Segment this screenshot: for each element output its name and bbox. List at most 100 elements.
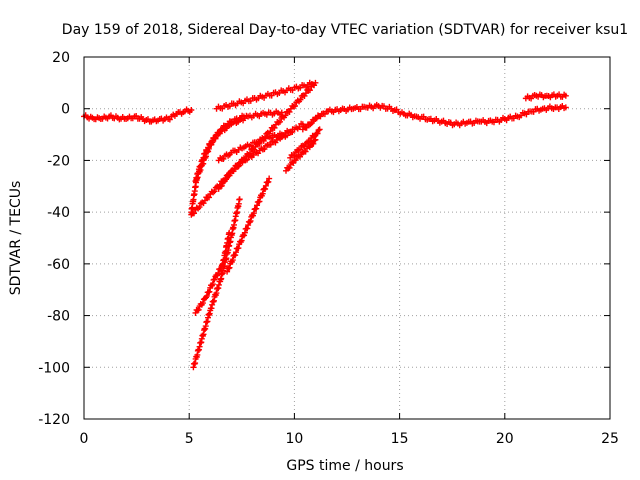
- data-point: [303, 124, 310, 131]
- y-axis-label: SDTVAR / TECUs: [8, 181, 24, 296]
- data-point: [222, 175, 229, 182]
- y-tick-label: -40: [47, 205, 70, 221]
- data-point: [225, 265, 232, 272]
- data-point: [304, 87, 311, 94]
- data-point: [207, 191, 214, 198]
- data-point: [315, 127, 322, 134]
- x-tick-label: 15: [391, 431, 409, 447]
- data-point: [265, 178, 272, 185]
- x-tick-label: 0: [80, 431, 89, 447]
- data-point: [206, 288, 213, 295]
- y-tick-label: -20: [47, 153, 70, 169]
- data-point: [316, 126, 323, 133]
- data-point: [291, 152, 298, 159]
- data-point: [250, 210, 257, 217]
- data-point: [314, 130, 321, 137]
- data-point: [226, 264, 233, 271]
- data-point: [310, 140, 317, 147]
- data-point: [217, 265, 224, 272]
- data-point: [278, 115, 285, 122]
- data-point: [253, 205, 260, 212]
- data-point: [212, 135, 219, 142]
- data-point: [244, 225, 251, 232]
- y-tick-label: -80: [47, 309, 70, 325]
- data-point: [241, 229, 248, 236]
- data-point: [284, 132, 291, 139]
- data-point: [254, 202, 261, 209]
- data-point: [218, 178, 225, 185]
- data-point: [230, 119, 237, 126]
- x-tick-label: 10: [285, 431, 303, 447]
- data-point: [263, 130, 270, 137]
- data-point: [188, 211, 195, 218]
- axis-ticks: 0 5 10 15 20 25 -120 -100 -80 -60 -40 -20 0 20: [38, 50, 619, 447]
- data-point: [233, 162, 240, 169]
- data-point: [197, 167, 204, 174]
- y-tick-label: -120: [38, 412, 70, 428]
- data-point: [312, 116, 319, 123]
- data-point: [211, 276, 218, 283]
- data-point: [227, 168, 234, 175]
- data-point: [235, 245, 242, 252]
- y-tick-label: 0: [61, 102, 70, 118]
- data-point: [261, 146, 268, 153]
- data-point: [242, 153, 249, 160]
- data-point: [267, 141, 274, 148]
- data-point: [257, 137, 264, 144]
- data-point: [209, 281, 216, 288]
- data-point: [195, 306, 202, 313]
- data-point: [212, 184, 219, 191]
- data-point: [220, 155, 227, 162]
- data-point: [194, 174, 201, 181]
- data-point: [192, 178, 199, 185]
- data-point: [205, 145, 212, 152]
- data-point: [256, 198, 263, 205]
- x-tick-label: 20: [496, 431, 514, 447]
- data-point: [268, 124, 275, 131]
- data-point: [203, 153, 210, 160]
- data-point: [259, 190, 266, 197]
- data-point: [302, 148, 309, 155]
- data-point: [203, 292, 210, 299]
- data-point: [192, 206, 199, 213]
- data-point: [166, 116, 173, 123]
- data-point: [266, 175, 273, 182]
- data-point: [188, 107, 195, 114]
- data-point: [248, 146, 255, 153]
- data-point: [246, 219, 253, 226]
- data-point: [292, 157, 299, 164]
- data-point: [197, 200, 204, 207]
- data-point: [238, 156, 245, 163]
- data-point: [262, 182, 269, 189]
- data-point: [238, 237, 245, 244]
- data-point: [262, 185, 269, 192]
- x-tick-label: 5: [185, 431, 194, 447]
- x-axis-label: GPS time / hours: [286, 458, 403, 474]
- data-point: [286, 164, 293, 171]
- data-point: [232, 252, 239, 259]
- y-tick-label: -60: [47, 257, 70, 273]
- data-point: [307, 121, 314, 128]
- data-point: [298, 92, 305, 99]
- data-point: [215, 130, 222, 137]
- data-point: [247, 217, 254, 224]
- data-point: [272, 121, 279, 128]
- data-point: [240, 113, 247, 120]
- data-point: [308, 120, 315, 127]
- data-points: [81, 79, 569, 371]
- data-point: [215, 269, 222, 276]
- data-point: [297, 146, 304, 153]
- data-point: [219, 125, 226, 132]
- chart-title: Day 159 of 2018, Sidereal Day-to-day VTE…: [62, 22, 628, 38]
- data-point: [200, 160, 207, 167]
- plot-frame: [83, 56, 611, 420]
- data-point: [325, 108, 332, 115]
- data-point: [278, 109, 285, 116]
- data-point: [289, 128, 296, 135]
- data-point: [226, 229, 233, 236]
- data-point: [562, 92, 569, 99]
- y-tick-label: -100: [38, 360, 70, 376]
- data-point: [241, 232, 248, 239]
- data-point: [308, 83, 315, 90]
